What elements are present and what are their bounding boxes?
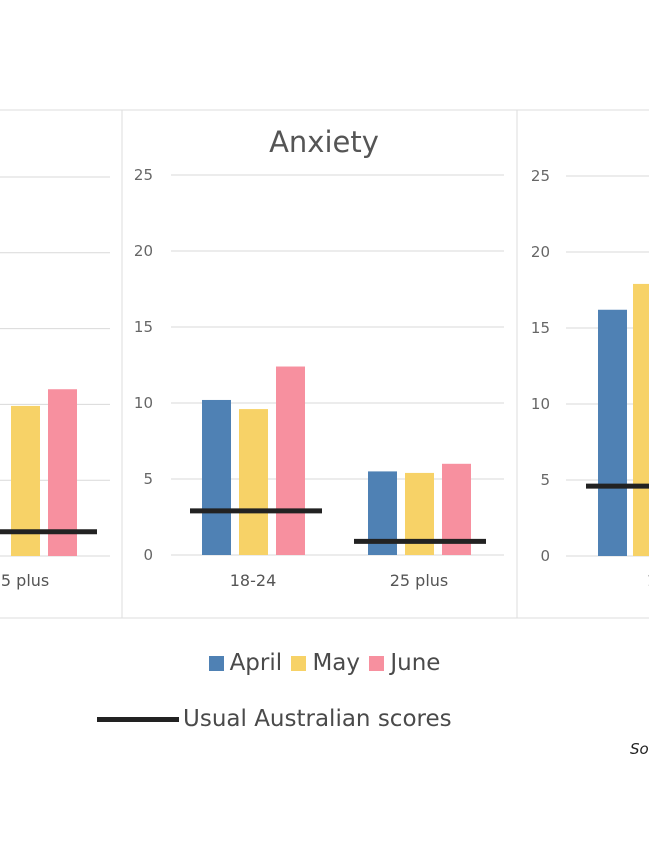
usual-scores-label: Usual Australian scores xyxy=(183,706,452,732)
y-tick-label: 5 xyxy=(540,471,550,489)
y-tick-label: 10 xyxy=(531,395,550,413)
y-tick-label: 15 xyxy=(531,319,550,337)
y-tick-label: 25 xyxy=(531,167,550,185)
legend-label-april: April xyxy=(229,650,283,676)
series-legend: April May June xyxy=(0,650,649,677)
y-tick-label: 20 xyxy=(531,243,550,261)
bar-may xyxy=(239,409,268,555)
usual-scores-legend: Usual Australian scores xyxy=(97,706,452,732)
bar-june xyxy=(48,389,77,556)
bar-april xyxy=(202,399,231,555)
x-category-label: 18- xyxy=(647,571,649,590)
bar-may xyxy=(633,283,649,556)
bar-june xyxy=(276,366,305,555)
y-tick-label: 0 xyxy=(540,547,550,565)
panel-title: Anxiety xyxy=(269,125,379,159)
source-note: So xyxy=(630,740,649,758)
y-tick-label: 5 xyxy=(143,470,153,488)
y-tick-label: 15 xyxy=(134,318,153,336)
legend-label-may: May xyxy=(312,650,361,676)
x-category-label: 25 plus xyxy=(0,571,49,590)
legend-swatch-june xyxy=(369,655,385,671)
legend-label-june: June xyxy=(390,650,441,676)
y-tick-label: 20 xyxy=(134,242,153,260)
y-tick-label: 0 xyxy=(143,546,153,564)
x-category-label: 25 plus xyxy=(390,571,449,590)
bar-april xyxy=(598,309,627,556)
legend-item-june: June xyxy=(369,650,440,676)
legend-item-may: May xyxy=(291,650,360,676)
legend-swatch-may xyxy=(291,655,307,671)
legend-item-april: April xyxy=(208,650,283,676)
x-category-label: 18-24 xyxy=(230,571,277,590)
y-tick-label: 25 xyxy=(134,166,153,184)
y-tick-label: 10 xyxy=(134,394,153,412)
usual-scores-line-swatch xyxy=(97,716,179,722)
legend-swatch-april xyxy=(208,655,224,671)
